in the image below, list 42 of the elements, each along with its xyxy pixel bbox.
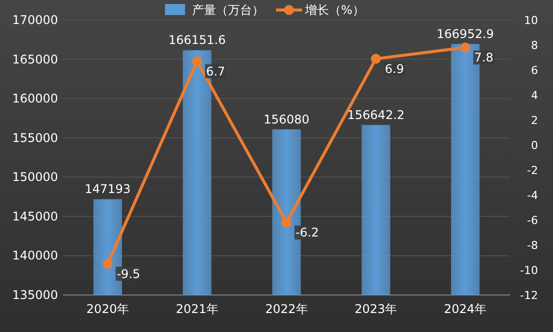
data-label: 166151.6 [168, 33, 226, 48]
y2-tick-label: -2 [527, 164, 538, 177]
data-label: -9.5 [116, 266, 140, 281]
y2-tick-label: -6 [527, 214, 538, 227]
y2-tick-label: 2 [531, 114, 538, 127]
data-label: 156642.2 [347, 108, 405, 122]
x-tick-label: 2022年 [265, 302, 308, 316]
y2-tick-label: -12 [520, 289, 538, 302]
data-label: 7.8 [474, 50, 494, 64]
y2-tick-label: -10 [520, 264, 538, 277]
x-tick-label: 2023年 [354, 302, 398, 316]
point [102, 258, 113, 269]
data-label: 6.9 [384, 62, 404, 76]
x-tick-label: 2020年 [86, 302, 129, 316]
data-label: -6.2 [296, 226, 319, 240]
legend-label: 增长（%） [304, 3, 364, 17]
point [192, 56, 202, 66]
point [282, 218, 292, 228]
y-tick-label: 135000 [12, 288, 58, 302]
x-tick-label: 2024年 [444, 302, 487, 316]
y2-tick-label: 6 [531, 64, 538, 77]
point [460, 42, 470, 52]
y2-tick-label: 8 [531, 39, 538, 52]
y-tick-label: 145000 [12, 209, 58, 224]
y2-tick-label: 4 [531, 89, 538, 102]
y-tick-label: 165000 [12, 52, 58, 66]
y-tick-label: 150000 [12, 170, 58, 184]
y-tick-label: 170000 [12, 13, 58, 27]
y2-tick-label: -8 [527, 239, 538, 252]
y-tick-label: 155000 [12, 130, 58, 145]
data-label: 166952.9 [436, 26, 494, 41]
y2-tick-label: -4 [527, 189, 538, 202]
data-label: 6.7 [206, 64, 226, 78]
legend-label: 产量（万台） [192, 3, 264, 17]
y2-tick-label: 0 [531, 139, 538, 152]
y2-tick-label: 10 [524, 14, 538, 27]
data-label: 156080 [264, 112, 310, 126]
point [370, 54, 381, 64]
data-label: 147193 [84, 182, 131, 196]
y-tick-label: 160000 [12, 92, 58, 106]
x-tick-label: 2021年 [176, 302, 218, 316]
y-tick-label: 140000 [12, 248, 58, 263]
